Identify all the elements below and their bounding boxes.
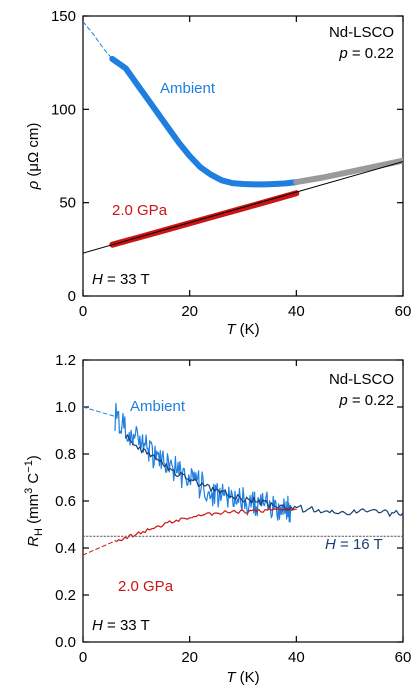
bottom-16t-label: H = 16 T	[325, 536, 383, 553]
top-y-tick-label: 150	[51, 8, 76, 25]
top-series-4-line	[83, 161, 403, 254]
bottom-y-tick-label: 0.0	[55, 634, 76, 651]
bottom-y-axis-label: RH (mm3 C−1)	[23, 455, 45, 547]
top-axis-ticks: 0 20 40 60 0 50 100 150	[51, 8, 411, 320]
top-field-label: H = 33 T	[92, 271, 150, 288]
bottom-y-tick-label: 0.6	[55, 493, 76, 510]
top-material-label: Nd-LSCO	[329, 24, 394, 41]
bottom-y-tick-label: 1.2	[55, 352, 76, 369]
top-pressure-label: 2.0 GPa	[112, 202, 168, 219]
panel-bottom: 0 20 40 60 0.0 0.2 0.4 0.6 0.8 1.0 1.2 Nd-LSCO p =…	[23, 352, 411, 686]
top-x-tick-label: 40	[288, 303, 305, 320]
bottom-field-label: H = 33 T	[92, 617, 150, 634]
top-x-tick-label: 0	[79, 303, 87, 320]
bottom-series-0-line	[114, 402, 292, 523]
panel-top: 0 20 40 60 0 50 100 150 Nd-LSCO p = 0.22 H = 33…	[25, 8, 411, 338]
top-x-axis-label: T (K)	[226, 321, 259, 338]
bottom-y-tick-label: 0.2	[55, 587, 76, 604]
bottom-series-4-line	[83, 540, 116, 556]
bottom-x-tick-label: 20	[181, 649, 198, 666]
bottom-series-2-line	[83, 406, 116, 417]
top-series-0-line	[109, 55, 300, 188]
top-ambient-label: Ambient	[160, 80, 216, 97]
bottom-x-tick-label: 40	[288, 649, 305, 666]
bottom-x-axis-label: T (K)	[226, 669, 259, 686]
top-series-1-line	[293, 157, 403, 186]
top-y-tick-label: 50	[59, 195, 76, 212]
bottom-material-label: Nd-LSCO	[329, 371, 394, 388]
bottom-y-tick-label: 1.0	[55, 399, 76, 416]
top-y-tick-label: 100	[51, 101, 76, 118]
bottom-pressure-label: 2.0 GPa	[118, 578, 174, 595]
bottom-y-tick-label: 0.4	[55, 540, 76, 557]
top-x-tick-label: 60	[395, 303, 412, 320]
top-series-2-line	[83, 21, 113, 60]
bottom-series-3-line	[114, 507, 297, 543]
bottom-axis-ticks: 0 20 40 60 0.0 0.2 0.4 0.6 0.8 1.0 1.2	[55, 352, 411, 666]
bottom-doping-label: p = 0.22	[338, 392, 394, 409]
bottom-series-group	[83, 402, 403, 556]
bottom-x-tick-label: 0	[79, 649, 87, 666]
top-series-group	[83, 21, 403, 254]
top-plot-frame	[82, 15, 404, 297]
top-y-tick-label: 0	[68, 288, 76, 305]
top-y-axis-label: ρ (μΩ cm)	[25, 123, 42, 191]
top-x-tick-label: 20	[181, 303, 198, 320]
bottom-x-tick-label: 60	[395, 649, 412, 666]
top-doping-label: p = 0.22	[338, 45, 394, 62]
bottom-series-1-line	[125, 434, 403, 517]
bottom-ambient-label: Ambient	[130, 398, 186, 415]
bottom-y-tick-label: 0.8	[55, 446, 76, 463]
